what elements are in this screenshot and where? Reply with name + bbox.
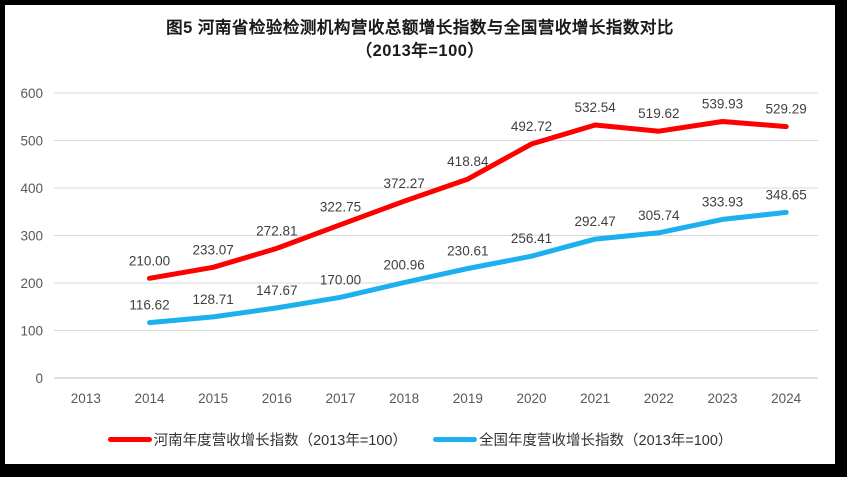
y-tick-label-100: 100 <box>20 324 43 339</box>
henan-series-swatch-icon <box>107 437 152 442</box>
x-tick-label-2020: 2020 <box>516 391 546 406</box>
x-tick-label-2024: 2024 <box>771 391 802 406</box>
data-label-series0-2024: 529.29 <box>766 102 807 117</box>
data-label-series0-2017: 322.75 <box>320 200 361 215</box>
data-label-series1-2015: 128.71 <box>193 292 234 307</box>
data-label-series1-2023: 333.93 <box>702 194 743 209</box>
y-tick-label-400: 400 <box>20 181 43 196</box>
data-label-series0-2019: 418.84 <box>447 154 489 169</box>
x-tick-label-2013: 2013 <box>71 391 101 406</box>
data-label-series1-2017: 170.00 <box>320 272 361 287</box>
data-label-series0-2021: 532.54 <box>575 100 617 115</box>
chart-title: 图5 河南省检验检测机构营收总额增长指数与全国营收增长指数对比 （2013年=1… <box>5 17 835 63</box>
national-series-swatch-icon <box>433 437 477 442</box>
data-label-series1-2022: 305.74 <box>638 208 680 223</box>
chart-title-line2: （2013年=100） <box>355 42 485 60</box>
x-tick-label-2016: 2016 <box>262 391 292 406</box>
data-label-series1-2019: 230.61 <box>447 243 488 258</box>
line-chart: 0 100 200 300 400 500 600 2013 2014 2015 2016 2017 2… <box>20 86 818 406</box>
data-label-series1-2014: 116.62 <box>129 298 169 313</box>
data-label-series1-2016: 147.67 <box>256 283 297 298</box>
data-label-series0-2023: 539.93 <box>702 97 743 112</box>
x-tick-label-2022: 2022 <box>644 391 674 406</box>
x-tick-label-2021: 2021 <box>580 391 610 406</box>
x-tick-label-2014: 2014 <box>134 391 165 406</box>
data-label-series1-2021: 292.47 <box>575 214 616 229</box>
data-label-series1-2024: 348.65 <box>766 187 807 202</box>
data-label-series1-2020: 256.41 <box>511 231 552 246</box>
x-tick-label-2018: 2018 <box>389 391 419 406</box>
x-tick-label-2023: 2023 <box>707 391 737 406</box>
data-label-series1-2018: 200.96 <box>384 258 425 273</box>
legend-item-national: 全国年度营收增长指数（2013年=100） <box>433 429 732 450</box>
data-label-series0-2015: 233.07 <box>193 242 234 257</box>
legend-label-henan: 河南年度营收增长指数（2013年=100） <box>153 433 407 449</box>
data-label-series0-2018: 372.27 <box>384 176 425 191</box>
y-tick-label-200: 200 <box>20 276 43 291</box>
y-tick-label-0: 0 <box>35 371 43 386</box>
legend-label-national: 全国年度营收增长指数（2013年=100） <box>479 433 733 449</box>
legend-item-henan: 河南年度营收增长指数（2013年=100） <box>107 429 407 450</box>
series-line-0 <box>147 119 789 281</box>
data-label-series0-2014: 210.00 <box>129 253 170 268</box>
data-label-series0-2020: 492.72 <box>511 119 552 134</box>
data-label-series0-2016: 272.81 <box>256 223 297 238</box>
chart-legend: 河南年度营收增长指数（2013年=100） 全国年度营收增长指数（2013年=1… <box>5 429 835 450</box>
y-tick-label-300: 300 <box>20 229 43 244</box>
x-tick-label-2017: 2017 <box>325 391 355 406</box>
x-tick-label-2015: 2015 <box>198 391 228 406</box>
y-tick-label-600: 600 <box>20 86 43 101</box>
series-line-1 <box>147 209 789 326</box>
x-tick-label-2019: 2019 <box>453 391 483 406</box>
y-tick-label-500: 500 <box>20 134 43 149</box>
data-label-series0-2022: 519.62 <box>638 106 679 121</box>
chart-title-line1: 图5 河南省检验检测机构营收总额增长指数与全国营收增长指数对比 <box>166 19 674 37</box>
